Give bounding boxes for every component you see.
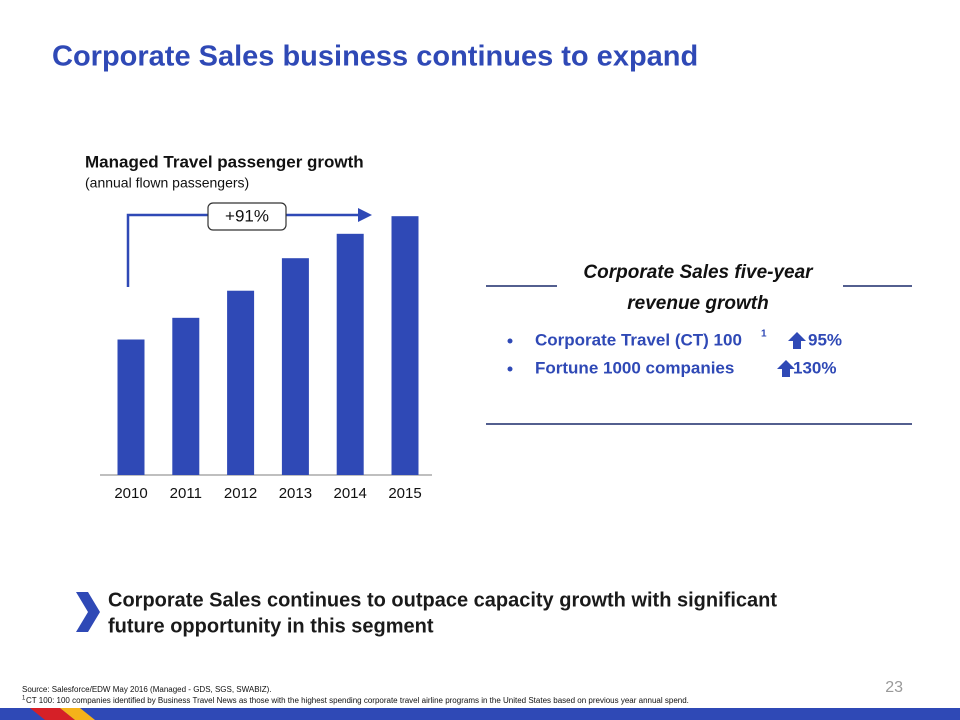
annotation: +91% [225,206,269,225]
chart-title: Managed Travel passenger growth [85,152,364,171]
box-heading: revenue growth [627,293,768,314]
item-label: Fortune 1000 companies [535,358,734,377]
x-tick-label: 2014 [334,485,367,502]
bar [336,233,364,475]
stripe [60,708,95,720]
source: Source: Salesforce/EDW May 2016 (Managed… [22,685,272,694]
bar [281,258,309,475]
item-growth: 130% [793,358,836,377]
up-icon [777,360,795,377]
bar [172,317,200,475]
bar [391,216,419,475]
item-label: Corporate Travel (CT) 100 [535,330,742,349]
bullet [507,338,513,344]
footnote-marker: 1 [22,696,26,702]
bar [227,290,255,475]
page-number: 23 [885,679,903,696]
chart-subtitle: (annual flown passengers) [85,175,249,191]
footnote: CT 100: 100 companies identified by Busi… [26,696,689,705]
x-tick-label: 2012 [224,485,257,502]
annotation-box [207,202,287,231]
x-tick-label: 2015 [388,485,421,502]
footer-band [0,708,960,720]
arrow-head [358,208,372,222]
chevron [76,592,100,632]
box-heading: Corporate Sales five-year [583,262,814,283]
takeaway: future opportunity in this segment [108,615,434,637]
bullet [507,366,513,372]
takeaway: Corporate Sales continues to outpace cap… [108,589,777,611]
up-icon [788,332,806,349]
item-growth: 95% [808,330,842,349]
slide-title: Corporate Sales business continues to ex… [52,41,698,73]
footnote-ref: 1 [761,329,767,340]
x-tick-label: 2010 [114,485,147,502]
x-tick-label: 2011 [170,485,202,502]
x-tick-label: 2013 [279,485,312,502]
bar [117,339,145,475]
